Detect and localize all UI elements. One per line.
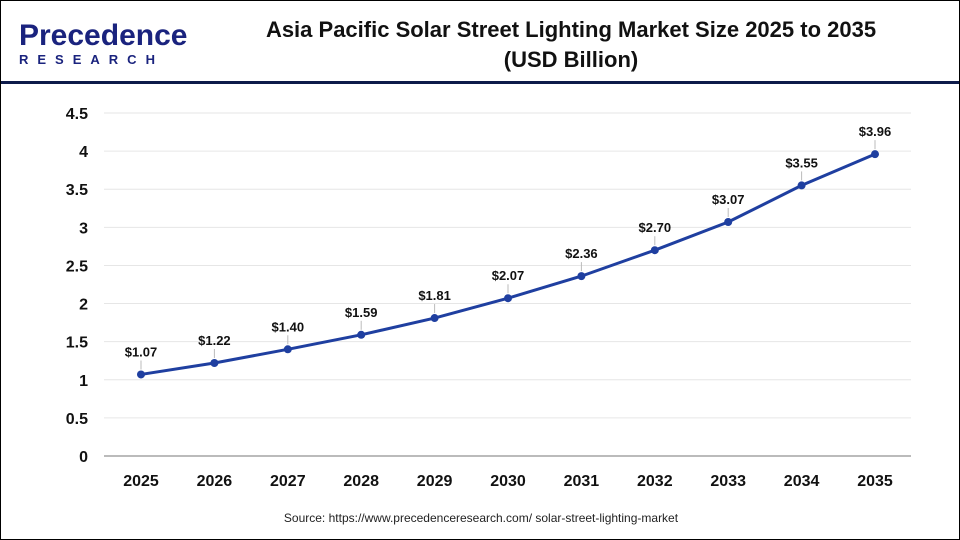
x-tick-label: 2025 — [123, 473, 159, 490]
data-label: $1.07 — [125, 344, 158, 359]
x-tick-label: 2028 — [343, 473, 379, 490]
data-label: $2.36 — [565, 246, 598, 261]
y-tick-label: 2.5 — [66, 258, 88, 275]
logo-line2: RESEARCH — [19, 52, 164, 67]
data-point — [577, 272, 586, 281]
x-tick-label: 2027 — [270, 473, 306, 490]
data-point — [871, 150, 879, 159]
y-tick-label: 3 — [79, 220, 88, 237]
subtitle-line: (USD Billion) — [503, 47, 639, 72]
x-tick-label: 2031 — [564, 473, 600, 490]
data-point — [137, 370, 145, 379]
source-note: Source: https://www.precedenceresearch.c… — [283, 511, 679, 525]
data-label: $3.07 — [712, 192, 745, 207]
x-tick-label: 2030 — [490, 473, 526, 490]
data-label: $1.22 — [198, 333, 231, 348]
x-tick-label: 2032 — [637, 473, 673, 490]
data-point — [430, 314, 439, 323]
y-tick-label: 0 — [79, 449, 88, 466]
y-tick-label: 4.5 — [66, 106, 88, 123]
header-divider — [1, 81, 959, 84]
data-label: $1.59 — [345, 305, 378, 320]
y-tick-label: 4 — [79, 144, 88, 161]
y-tick-label: 1 — [79, 373, 88, 390]
x-tick-label: 2033 — [710, 473, 746, 490]
data-label: $2.07 — [492, 268, 525, 283]
data-point — [283, 345, 292, 354]
x-tick-label: 2034 — [784, 473, 820, 490]
data-label: $2.70 — [639, 220, 672, 235]
x-tick-label: 2026 — [197, 473, 233, 490]
data-label: $1.40 — [272, 319, 305, 334]
logo-line1: Precedence — [19, 19, 188, 52]
data-label: $3.55 — [785, 155, 818, 170]
y-tick-label: 3.5 — [66, 182, 88, 199]
x-tick-label: 2029 — [417, 473, 453, 490]
x-tick-label: 2035 — [857, 473, 893, 490]
data-label: $3.96 — [859, 124, 892, 139]
title-line: Asia Pacific Solar Street Lighting Marke… — [265, 17, 877, 42]
data-label: $1.81 — [418, 288, 451, 303]
data-point — [650, 246, 659, 255]
data-point — [504, 294, 512, 303]
y-tick-label: 1.5 — [66, 335, 88, 352]
data-point — [724, 217, 733, 226]
y-tick-label: 2 — [79, 297, 88, 314]
chart-title: Asia Pacific Solar Street Lighting Marke… — [231, 15, 911, 75]
logo: Precedence RESEARCH — [19, 21, 187, 68]
data-point — [210, 359, 219, 368]
data-point — [797, 181, 806, 190]
y-tick-label: 0.5 — [66, 411, 88, 428]
data-point — [357, 330, 366, 339]
